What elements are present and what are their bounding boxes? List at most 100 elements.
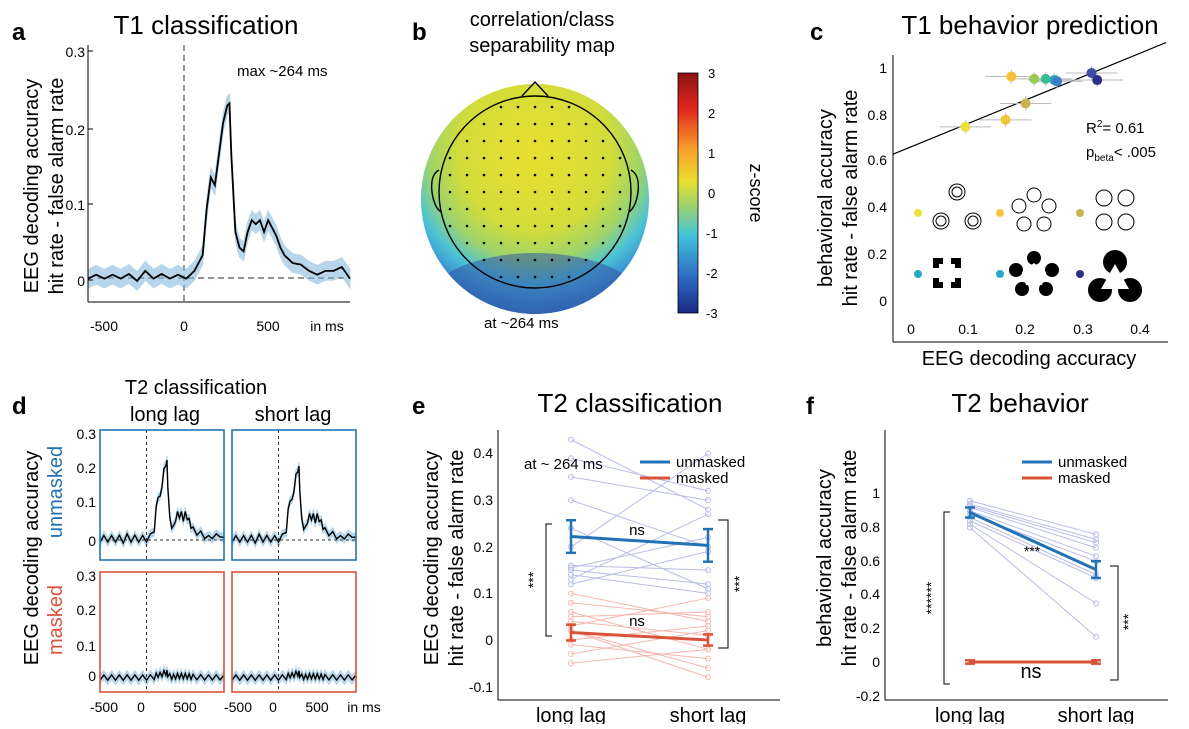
- electrode-dot: [533, 173, 537, 177]
- panel-f-subject-point: [1093, 600, 1099, 607]
- panel-e-subject-point: [568, 590, 574, 597]
- panel-d-xtick: 0: [137, 699, 145, 715]
- electrode-dot: [567, 156, 571, 160]
- panel-e-subject-point: [568, 613, 574, 620]
- electrode-dot: [550, 122, 554, 126]
- panel-e-axes: [497, 430, 780, 701]
- panel-c-ytick: 0: [879, 293, 887, 309]
- panel-f-subject-line-unmasked: [969, 503, 1097, 540]
- electrode-dot: [567, 139, 571, 143]
- colorbar-tick: -3: [706, 306, 718, 321]
- panel-f-ytick: 0: [872, 654, 880, 670]
- panel-a-ylabel1: EEG decoding accuracy: [21, 79, 43, 294]
- panel-f-title: T2 behavior: [951, 388, 1089, 418]
- electrodes: [448, 105, 622, 279]
- panel-e-subject-point: [705, 511, 711, 518]
- electrode-dot: [550, 190, 554, 194]
- panel-c-point: [1052, 76, 1063, 87]
- panel-d-row2: masked: [45, 585, 67, 655]
- electrode-dot: [499, 156, 503, 160]
- electrode-dot: [448, 156, 452, 160]
- panel-e-yticks: 0.4 0.3 0.2 0.1 0 -0.1: [469, 445, 493, 695]
- panel-e-subject-line-masked: [570, 620, 709, 636]
- panel-f-subject-line-unmasked: [969, 523, 1097, 604]
- head-outline: [430, 80, 640, 289]
- panel-c-letter: c: [810, 19, 823, 46]
- panel-e-ns-bottom: ns: [629, 613, 645, 630]
- electrode-dot: [533, 224, 537, 228]
- panel-e-legend: unmasked masked: [640, 454, 745, 487]
- panel-c: c T1 behavior prediction behavioral accu…: [810, 10, 1168, 370]
- panel-a-xtick: -500: [90, 318, 118, 334]
- panel-f-ylabel1: behavioral accuracy: [814, 469, 836, 647]
- panel-e-subject-line-unmasked: [570, 457, 709, 492]
- panel-d-ytick: 0.1: [77, 638, 97, 654]
- panel-c-point: [1020, 98, 1031, 109]
- electrode-dot: [584, 156, 588, 160]
- electrode-dot: [550, 156, 554, 160]
- electrode-dot: [618, 173, 622, 177]
- panel-f-ylabel2: hit rate - false alarm rate: [839, 450, 861, 667]
- panel-e-letter: e: [412, 393, 425, 420]
- electrode-dot: [516, 105, 520, 109]
- electrode-dot: [584, 139, 588, 143]
- electrode-dot: [482, 122, 486, 126]
- panel-c-axes: [892, 55, 1168, 343]
- colorbar-tick: 3: [708, 66, 715, 81]
- electrode-dot: [482, 258, 486, 262]
- panel-e-subject-line-unmasked: [570, 574, 709, 594]
- panel-e-subject-point: [705, 595, 711, 602]
- electrode-dot: [584, 207, 588, 211]
- panel-f-ytick: 0.2: [861, 620, 881, 636]
- panel-e-ylabel1: EEG decoding accuracy: [421, 451, 443, 666]
- panel-e-mean-line-masked: [570, 631, 709, 642]
- panel-a-axes: [87, 45, 350, 303]
- panel-b-letter: b: [412, 19, 427, 46]
- panel-d: d T2 classification long lag short lag E…: [12, 377, 381, 715]
- panel-f-subject-line-unmasked: [969, 517, 1097, 576]
- panel-e-sig-left: ***: [525, 571, 541, 588]
- electrode-dot: [499, 139, 503, 143]
- panel-f-significance: [943, 511, 1119, 685]
- electrode-dot: [499, 207, 503, 211]
- panel-b-title1: correlation/class: [470, 9, 615, 31]
- electrode-dot: [567, 190, 571, 194]
- panel-e-ylabel2: hit rate - false alarm rate: [446, 450, 468, 667]
- panel-e-subject-line-masked: [570, 630, 709, 678]
- panel-c-point: [1000, 114, 1011, 125]
- panel-a-ci-band: [87, 92, 351, 292]
- electrode-dot: [601, 190, 605, 194]
- panel-f-sig-mid: ***: [1024, 543, 1041, 559]
- panel-f-letter: f: [806, 393, 815, 420]
- panel-c-plot: [892, 42, 1167, 155]
- electrode-dot: [567, 207, 571, 211]
- panel-d-letter: d: [12, 393, 27, 420]
- electrode-dot: [516, 156, 520, 160]
- panel-a-ytick: 0: [77, 273, 85, 289]
- panel-d-frame-unmasked-long: [99, 429, 225, 561]
- panel-e-subject-line-unmasked: [570, 453, 709, 548]
- panel-c-point: [960, 121, 971, 132]
- electrode-dot: [584, 190, 588, 194]
- panel-f-sig-left: ******: [923, 581, 939, 614]
- panel-c-title: T1 behavior prediction: [901, 10, 1158, 40]
- electrode-dot: [482, 173, 486, 177]
- panel-d-ci-band: [231, 461, 357, 549]
- electrode-dot: [533, 275, 537, 279]
- panel-d-title: T2 classification: [125, 377, 267, 399]
- legend-label-unmasked: unmasked: [676, 454, 745, 471]
- legend-label-masked: masked: [1058, 470, 1111, 487]
- panel-e-subject-line-masked: [570, 648, 709, 664]
- panel-e-subject-point: [568, 455, 574, 462]
- electrode-dot: [482, 224, 486, 228]
- panel-c-xtick: 0.2: [1015, 321, 1035, 337]
- electrode-dot: [516, 122, 520, 126]
- electrode-dot: [584, 173, 588, 177]
- electrode-dot: [516, 207, 520, 211]
- electrode-dot: [533, 105, 537, 109]
- kanizsa-square-solid-icon: [933, 258, 961, 288]
- panel-f-subject-point: [1093, 539, 1099, 546]
- electrode-dot: [584, 258, 588, 262]
- electrode-dot: [499, 190, 503, 194]
